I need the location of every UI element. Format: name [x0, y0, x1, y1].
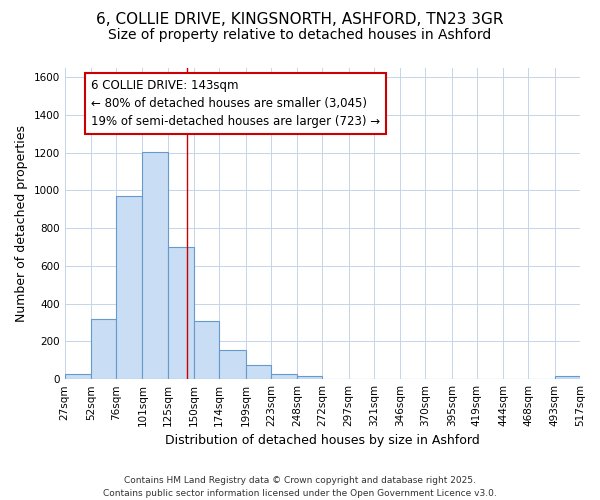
- Text: Contains HM Land Registry data © Crown copyright and database right 2025.
Contai: Contains HM Land Registry data © Crown c…: [103, 476, 497, 498]
- Bar: [219, 350, 245, 379]
- Text: Size of property relative to detached houses in Ashford: Size of property relative to detached ho…: [109, 28, 491, 42]
- Bar: [91, 318, 116, 379]
- Bar: [555, 376, 580, 379]
- Bar: [65, 374, 91, 379]
- Text: 6, COLLIE DRIVE, KINGSNORTH, ASHFORD, TN23 3GR: 6, COLLIE DRIVE, KINGSNORTH, ASHFORD, TN…: [96, 12, 504, 28]
- Bar: [168, 247, 194, 379]
- Bar: [245, 365, 271, 379]
- Text: 6 COLLIE DRIVE: 143sqm
← 80% of detached houses are smaller (3,045)
19% of semi-: 6 COLLIE DRIVE: 143sqm ← 80% of detached…: [91, 79, 380, 128]
- Bar: [297, 376, 322, 379]
- Y-axis label: Number of detached properties: Number of detached properties: [15, 125, 28, 322]
- Bar: [116, 196, 142, 379]
- X-axis label: Distribution of detached houses by size in Ashford: Distribution of detached houses by size …: [165, 434, 480, 448]
- Bar: [194, 320, 219, 379]
- Bar: [271, 374, 297, 379]
- Bar: [142, 152, 168, 379]
